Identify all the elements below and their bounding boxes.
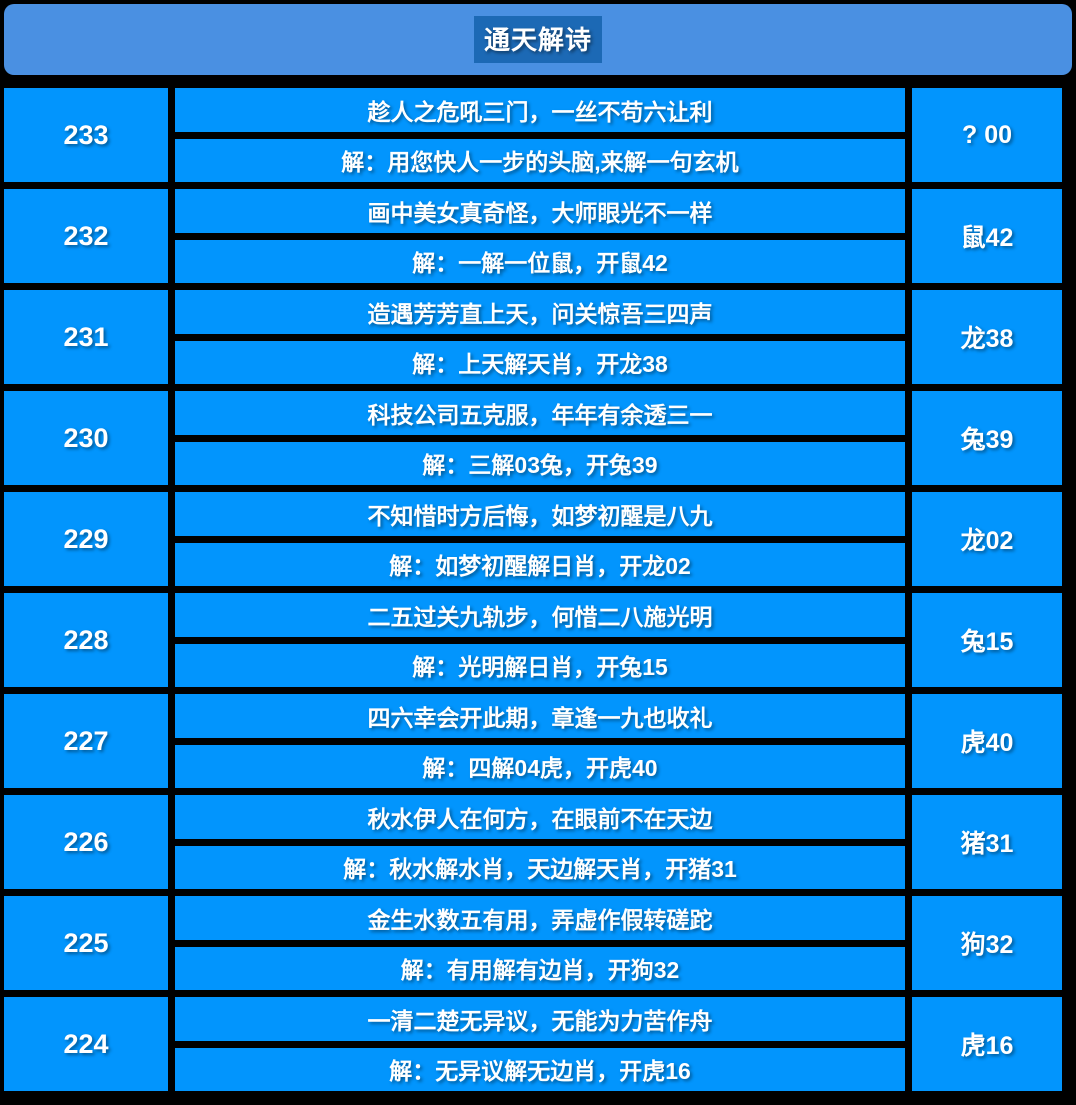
table-row: 226 秋水伊人在何方，在眼前不在天边 解：秋水解水肖，天边解天肖，开猪31 猪31 <box>4 795 1062 889</box>
poem-and-jie-cell: 趁人之危吼三门，一丝不苟六让利 解：用您快人一步的头脑,来解一句玄机 <box>175 88 905 182</box>
table-row: 225 金生水数五有用，弄虚作假转磋跎 解：有用解有边肖，开狗32 狗32 <box>4 896 1062 990</box>
table-row: 229 不知惜时方后悔，如梦初醒是八九 解：如梦初醒解日肖，开龙02 龙02 <box>4 492 1062 586</box>
result-cell: 狗32 <box>912 896 1062 990</box>
page: 通天解诗 233 趁人之危吼三门，一丝不苟六让利 解：用您快人一步的头脑,来解一句玄… <box>0 4 1076 1105</box>
poem-text: 画中美女真奇怪，大师眼光不一样 <box>175 189 905 233</box>
period-cell: 229 <box>4 492 168 586</box>
result-cell: 虎16 <box>912 997 1062 1091</box>
period-cell: 227 <box>4 694 168 788</box>
poem-text: 金生水数五有用，弄虚作假转磋跎 <box>175 896 905 940</box>
table-row: 230 科技公司五克服，年年有余透三一 解：三解03兔，开兔39 兔39 <box>4 391 1062 485</box>
jie-text: 解：一解一位鼠，开鼠42 <box>175 239 905 283</box>
poem-and-jie-cell: 四六幸会开此期，章逢一九也收礼 解：四解04虎，开虎40 <box>175 694 905 788</box>
poem-table: 233 趁人之危吼三门，一丝不苟六让利 解：用您快人一步的头脑,来解一句玄机? 00… <box>4 88 1062 1091</box>
result-cell: 龙38 <box>912 290 1062 384</box>
table-row: 224 一清二楚无异议，无能为力苦作舟 解：无异议解无边肖，开虎16 虎16 <box>4 997 1062 1091</box>
poem-text: 四六幸会开此期，章逢一九也收礼 <box>175 694 905 738</box>
result-cell: ? 00 <box>912 88 1062 182</box>
period-cell: 224 <box>4 997 168 1091</box>
jie-text: 解：上天解天肖，开龙38 <box>175 340 905 384</box>
result-cell: 虎40 <box>912 694 1062 788</box>
poem-text: 不知惜时方后悔，如梦初醒是八九 <box>175 492 905 536</box>
table-row: 231 造遇芳芳直上天，问关惊吾三四声 解：上天解天肖，开龙38 龙38 <box>4 290 1062 384</box>
period-cell: 230 <box>4 391 168 485</box>
result-cell: 兔39 <box>912 391 1062 485</box>
period-cell: 226 <box>4 795 168 889</box>
poem-text: 科技公司五克服，年年有余透三一 <box>175 391 905 435</box>
jie-text: 解：无异议解无边肖，开虎16 <box>175 1047 905 1091</box>
poem-and-jie-cell: 画中美女真奇怪，大师眼光不一样 解：一解一位鼠，开鼠42 <box>175 189 905 283</box>
result-cell: 兔15 <box>912 593 1062 687</box>
jie-text: 解：秋水解水肖，天边解天肖，开猪31 <box>175 845 905 889</box>
poem-and-jie-cell: 金生水数五有用，弄虚作假转磋跎 解：有用解有边肖，开狗32 <box>175 896 905 990</box>
jie-text: 解：四解04虎，开虎40 <box>175 744 905 788</box>
table-row: 232 画中美女真奇怪，大师眼光不一样 解：一解一位鼠，开鼠42 鼠42 <box>4 189 1062 283</box>
period-cell: 228 <box>4 593 168 687</box>
result-cell: 鼠42 <box>912 189 1062 283</box>
period-cell: 232 <box>4 189 168 283</box>
poem-text: 一清二楚无异议，无能为力苦作舟 <box>175 997 905 1041</box>
poem-and-jie-cell: 一清二楚无异议，无能为力苦作舟 解：无异议解无边肖，开虎16 <box>175 997 905 1091</box>
period-cell: 225 <box>4 896 168 990</box>
jie-text: 解：三解03兔，开兔39 <box>175 441 905 485</box>
table-row: 228 二五过关九轨步，何惜二八施光明 解：光明解日肖，开兔15 兔15 <box>4 593 1062 687</box>
result-cell: 龙02 <box>912 492 1062 586</box>
poem-and-jie-cell: 造遇芳芳直上天，问关惊吾三四声 解：上天解天肖，开龙38 <box>175 290 905 384</box>
poem-and-jie-cell: 二五过关九轨步，何惜二八施光明 解：光明解日肖，开兔15 <box>175 593 905 687</box>
table-row: 233 趁人之危吼三门，一丝不苟六让利 解：用您快人一步的头脑,来解一句玄机? 00 <box>4 88 1062 182</box>
period-cell: 233 <box>4 88 168 182</box>
result-cell: 猪31 <box>912 795 1062 889</box>
period-cell: 231 <box>4 290 168 384</box>
jie-text: 解：有用解有边肖，开狗32 <box>175 946 905 990</box>
poem-and-jie-cell: 科技公司五克服，年年有余透三一 解：三解03兔，开兔39 <box>175 391 905 485</box>
poem-text: 趁人之危吼三门，一丝不苟六让利 <box>175 88 905 132</box>
poem-text: 造遇芳芳直上天，问关惊吾三四声 <box>175 290 905 334</box>
poem-and-jie-cell: 秋水伊人在何方，在眼前不在天边 解：秋水解水肖，天边解天肖，开猪31 <box>175 795 905 889</box>
jie-text: 解：用您快人一步的头脑,来解一句玄机 <box>175 138 905 182</box>
header-bar: 通天解诗 <box>4 4 1072 75</box>
poem-text: 秋水伊人在何方，在眼前不在天边 <box>175 795 905 839</box>
page-title: 通天解诗 <box>473 16 602 63</box>
jie-text: 解：光明解日肖，开兔15 <box>175 643 905 687</box>
poem-text: 二五过关九轨步，何惜二八施光明 <box>175 593 905 637</box>
jie-text: 解：如梦初醒解日肖，开龙02 <box>175 542 905 586</box>
table-row: 227 四六幸会开此期，章逢一九也收礼 解：四解04虎，开虎40 虎40 <box>4 694 1062 788</box>
poem-and-jie-cell: 不知惜时方后悔，如梦初醒是八九 解：如梦初醒解日肖，开龙02 <box>175 492 905 586</box>
